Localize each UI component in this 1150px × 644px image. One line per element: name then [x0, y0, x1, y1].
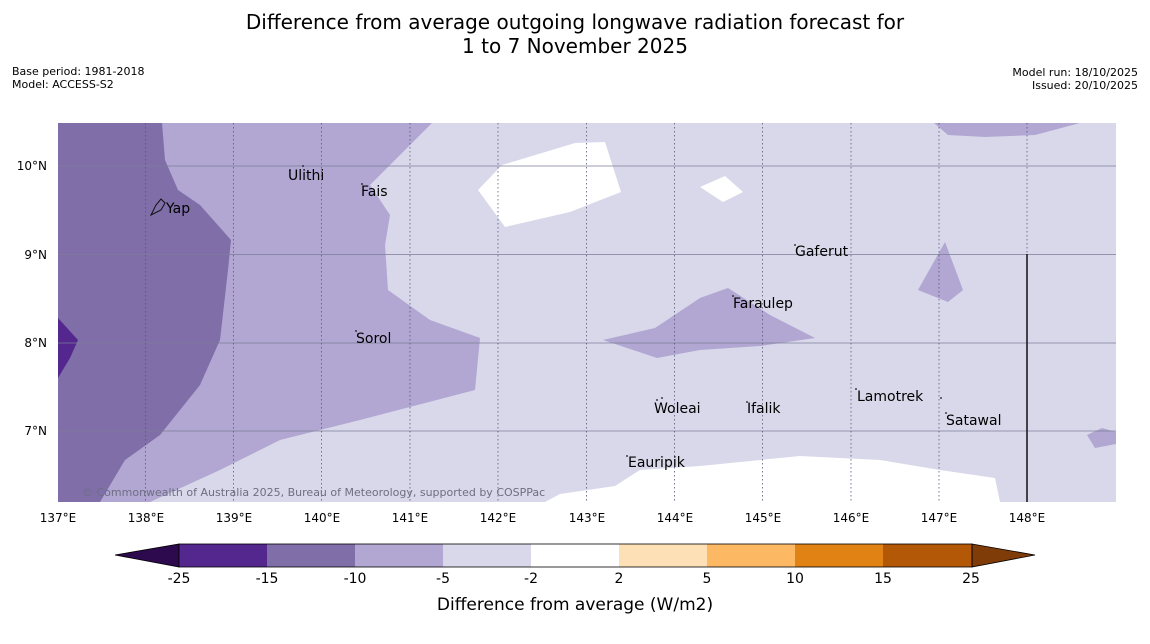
place-label: Lamotrek [857, 389, 924, 405]
colorbar-tick: -5 [436, 571, 450, 587]
colorbar-label: Difference from average (W/m2) [437, 595, 713, 615]
contour-lavender-central [603, 288, 815, 358]
place-label: Woleai [654, 401, 701, 417]
lat-label: 10°N [17, 159, 47, 173]
colorbar-segment [179, 544, 267, 567]
title-line-1: Difference from average outgoing longwav… [245, 10, 905, 34]
colorbar-segment [795, 544, 883, 567]
colorbar-extend-high [971, 543, 1036, 568]
place-label: Gaferut [795, 244, 849, 260]
colorbar-tick: -15 [256, 571, 279, 587]
issued-date: Issued: 20/10/2025 [1031, 79, 1138, 92]
contour-white-patch-2 [700, 176, 743, 202]
latitude-labels: 10°N 9°N 8°N 7°N [17, 159, 47, 438]
colorbar-ticks: -25 -15 -10 -5 -2 2 5 10 15 25 [168, 571, 980, 587]
lat-label: 8°N [24, 336, 47, 350]
colorbar-segment [443, 544, 531, 567]
contour-dark-purple [58, 318, 78, 378]
island-dots [289, 165, 947, 457]
colorbar-segment [707, 544, 795, 567]
map-title: Difference from average outgoing longwav… [0, 10, 1150, 58]
lon-label: 144°E [657, 511, 694, 525]
place-label: Ulithi [288, 168, 324, 184]
lon-label: 140°E [304, 511, 341, 525]
yap-island-outline [149, 198, 166, 217]
lon-label: 148°E [1009, 511, 1046, 525]
place-label: Eauripik [628, 455, 686, 471]
lon-label: 146°E [833, 511, 870, 525]
colorbar-extend-low [114, 543, 180, 568]
lon-label: 145°E [745, 511, 782, 525]
colorbar-tick: 10 [786, 571, 804, 587]
place-label: Ifalik [747, 401, 781, 417]
contour-lavender-east [918, 242, 963, 302]
title-line-2: 1 to 7 November 2025 [462, 34, 688, 58]
colorbar-segment [883, 544, 972, 567]
meta-right: Model run: 18/10/2025 Issued: 20/10/2025 [1012, 66, 1138, 92]
contour-purple-west [58, 123, 231, 502]
lon-label: 143°E [569, 511, 606, 525]
lon-label: 139°E [216, 511, 253, 525]
place-label: Faraulep [733, 296, 793, 312]
place-labels: Ulithi Fais Yap Gaferut Faraulep Sorol L… [165, 168, 1001, 471]
colorbar-tick: 25 [962, 571, 980, 587]
longitude-labels: 137°E 138°E 139°E 140°E 141°E 142°E 143°… [40, 511, 1046, 525]
place-label: Sorol [356, 331, 391, 347]
colorbar-segment [531, 544, 619, 567]
colorbar-tick: 2 [615, 571, 624, 587]
colorbar: -25 -15 -10 -5 -2 2 5 10 15 25 Differenc… [114, 543, 1036, 615]
colorbar-tick: -25 [168, 571, 191, 587]
colorbar-tick: 5 [703, 571, 712, 587]
contour-white-patch-1 [478, 142, 621, 227]
place-label: Satawal [946, 413, 1001, 429]
contour-white-south [545, 456, 1000, 502]
lon-label: 138°E [128, 511, 165, 525]
map-panel: Ulithi Fais Yap Gaferut Faraulep Sorol L… [58, 123, 1116, 502]
colorbar-tick: -2 [524, 571, 538, 587]
colorbar-segment [267, 544, 355, 567]
lat-label: 9°N [24, 248, 47, 262]
colorbar-tick: -10 [344, 571, 367, 587]
lon-label: 141°E [392, 511, 429, 525]
lon-label: 142°E [480, 511, 517, 525]
copyright-text: © Commonwealth of Australia 2025, Bureau… [82, 486, 545, 499]
colorbar-segment [355, 544, 443, 567]
meta-left: Base period: 1981-2018 Model: ACCESS-S2 [12, 65, 144, 91]
colorbar-tick: 15 [874, 571, 892, 587]
model-run: Model run: 18/10/2025 [1012, 66, 1138, 79]
lon-label: 147°E [921, 511, 958, 525]
contour-lavender-southeast [1087, 428, 1116, 448]
contour-lavender-north [934, 123, 1080, 137]
lon-label: 137°E [40, 511, 77, 525]
model-name: Model: ACCESS-S2 [12, 78, 114, 91]
place-label: Yap [165, 201, 190, 217]
colorbar-outline [178, 543, 973, 568]
base-period: Base period: 1981-2018 [12, 65, 145, 78]
lat-label: 7°N [24, 424, 47, 438]
colorbar-segment [619, 544, 707, 567]
place-label: Fais [361, 184, 388, 200]
